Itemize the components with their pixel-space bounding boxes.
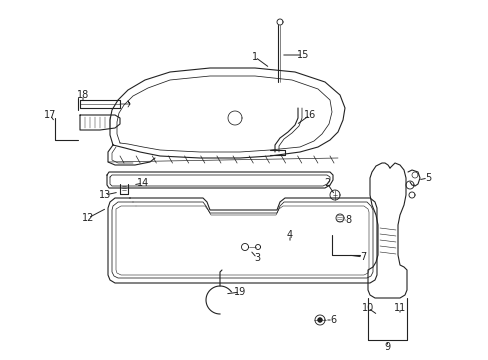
Text: 1: 1 bbox=[251, 52, 258, 62]
Text: 6: 6 bbox=[329, 315, 335, 325]
Text: 18: 18 bbox=[77, 90, 89, 100]
Text: 17: 17 bbox=[44, 110, 56, 120]
Text: 11: 11 bbox=[393, 303, 406, 313]
Text: 8: 8 bbox=[344, 215, 350, 225]
Text: 13: 13 bbox=[99, 190, 111, 200]
Text: 4: 4 bbox=[286, 230, 292, 240]
Text: 19: 19 bbox=[233, 287, 245, 297]
Text: 2: 2 bbox=[323, 178, 329, 188]
Text: 14: 14 bbox=[137, 178, 149, 188]
Text: 3: 3 bbox=[253, 253, 260, 263]
Polygon shape bbox=[314, 315, 325, 325]
Text: 15: 15 bbox=[296, 50, 308, 60]
Text: 10: 10 bbox=[361, 303, 373, 313]
Polygon shape bbox=[405, 181, 413, 189]
Polygon shape bbox=[227, 111, 242, 125]
Text: 12: 12 bbox=[81, 213, 94, 223]
Polygon shape bbox=[408, 192, 414, 198]
Text: 9: 9 bbox=[383, 342, 389, 352]
Polygon shape bbox=[329, 190, 339, 200]
Polygon shape bbox=[335, 214, 343, 222]
Polygon shape bbox=[241, 243, 248, 251]
Text: 5: 5 bbox=[424, 173, 430, 183]
Polygon shape bbox=[255, 244, 260, 249]
Text: 7: 7 bbox=[359, 252, 366, 262]
Text: 16: 16 bbox=[303, 110, 315, 120]
Polygon shape bbox=[317, 318, 321, 322]
Polygon shape bbox=[411, 172, 417, 178]
Polygon shape bbox=[276, 19, 283, 25]
